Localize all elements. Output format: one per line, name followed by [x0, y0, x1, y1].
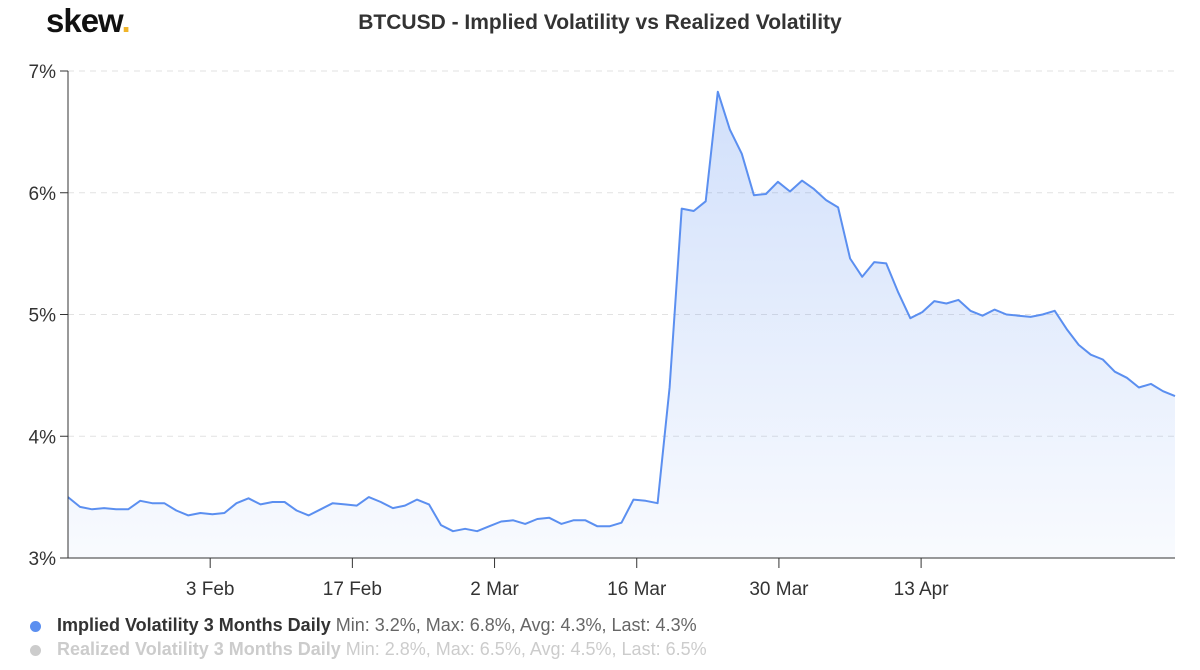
legend-stats: Min: 3.2%, Max: 6.8%, Avg: 4.3%, Last: 4… — [336, 615, 697, 635]
y-tick-label: 3% — [29, 549, 57, 570]
y-tick-label: 4% — [29, 427, 57, 448]
x-tick-label: 13 Apr — [894, 579, 950, 600]
y-tick-label: 6% — [29, 184, 57, 205]
legend-label: Implied Volatility 3 Months Daily — [57, 615, 331, 635]
series-area — [68, 92, 1175, 558]
series-layer — [68, 92, 1175, 558]
legend-marker-icon — [30, 621, 41, 632]
x-tick-label: 2 Mar — [470, 579, 519, 600]
x-tick-label: 17 Feb — [323, 579, 382, 600]
legend-realized-volatility[interactable]: Realized Volatility 3 Months Daily Min: … — [30, 639, 707, 660]
x-tick-label: 30 Mar — [749, 579, 809, 600]
y-tick-label: 7% — [29, 62, 57, 83]
x-tick-label: 3 Feb — [186, 579, 235, 600]
legend-marker-icon — [30, 645, 41, 656]
volatility-chart: 3% 4% 5% 6% 7% 3 Feb 17 Feb 2 Mar 16 Mar 30 Mar 13… — [0, 0, 1200, 610]
legend-stats: Min: 2.8%, Max: 6.5%, Avg: 4.5%, Last: 6… — [346, 639, 707, 659]
x-tick-label: 16 Mar — [607, 579, 667, 600]
legend-label: Realized Volatility 3 Months Daily — [57, 639, 341, 659]
y-tick-label: 5% — [29, 306, 57, 327]
legend-implied-volatility[interactable]: Implied Volatility 3 Months Daily Min: 3… — [30, 615, 697, 636]
